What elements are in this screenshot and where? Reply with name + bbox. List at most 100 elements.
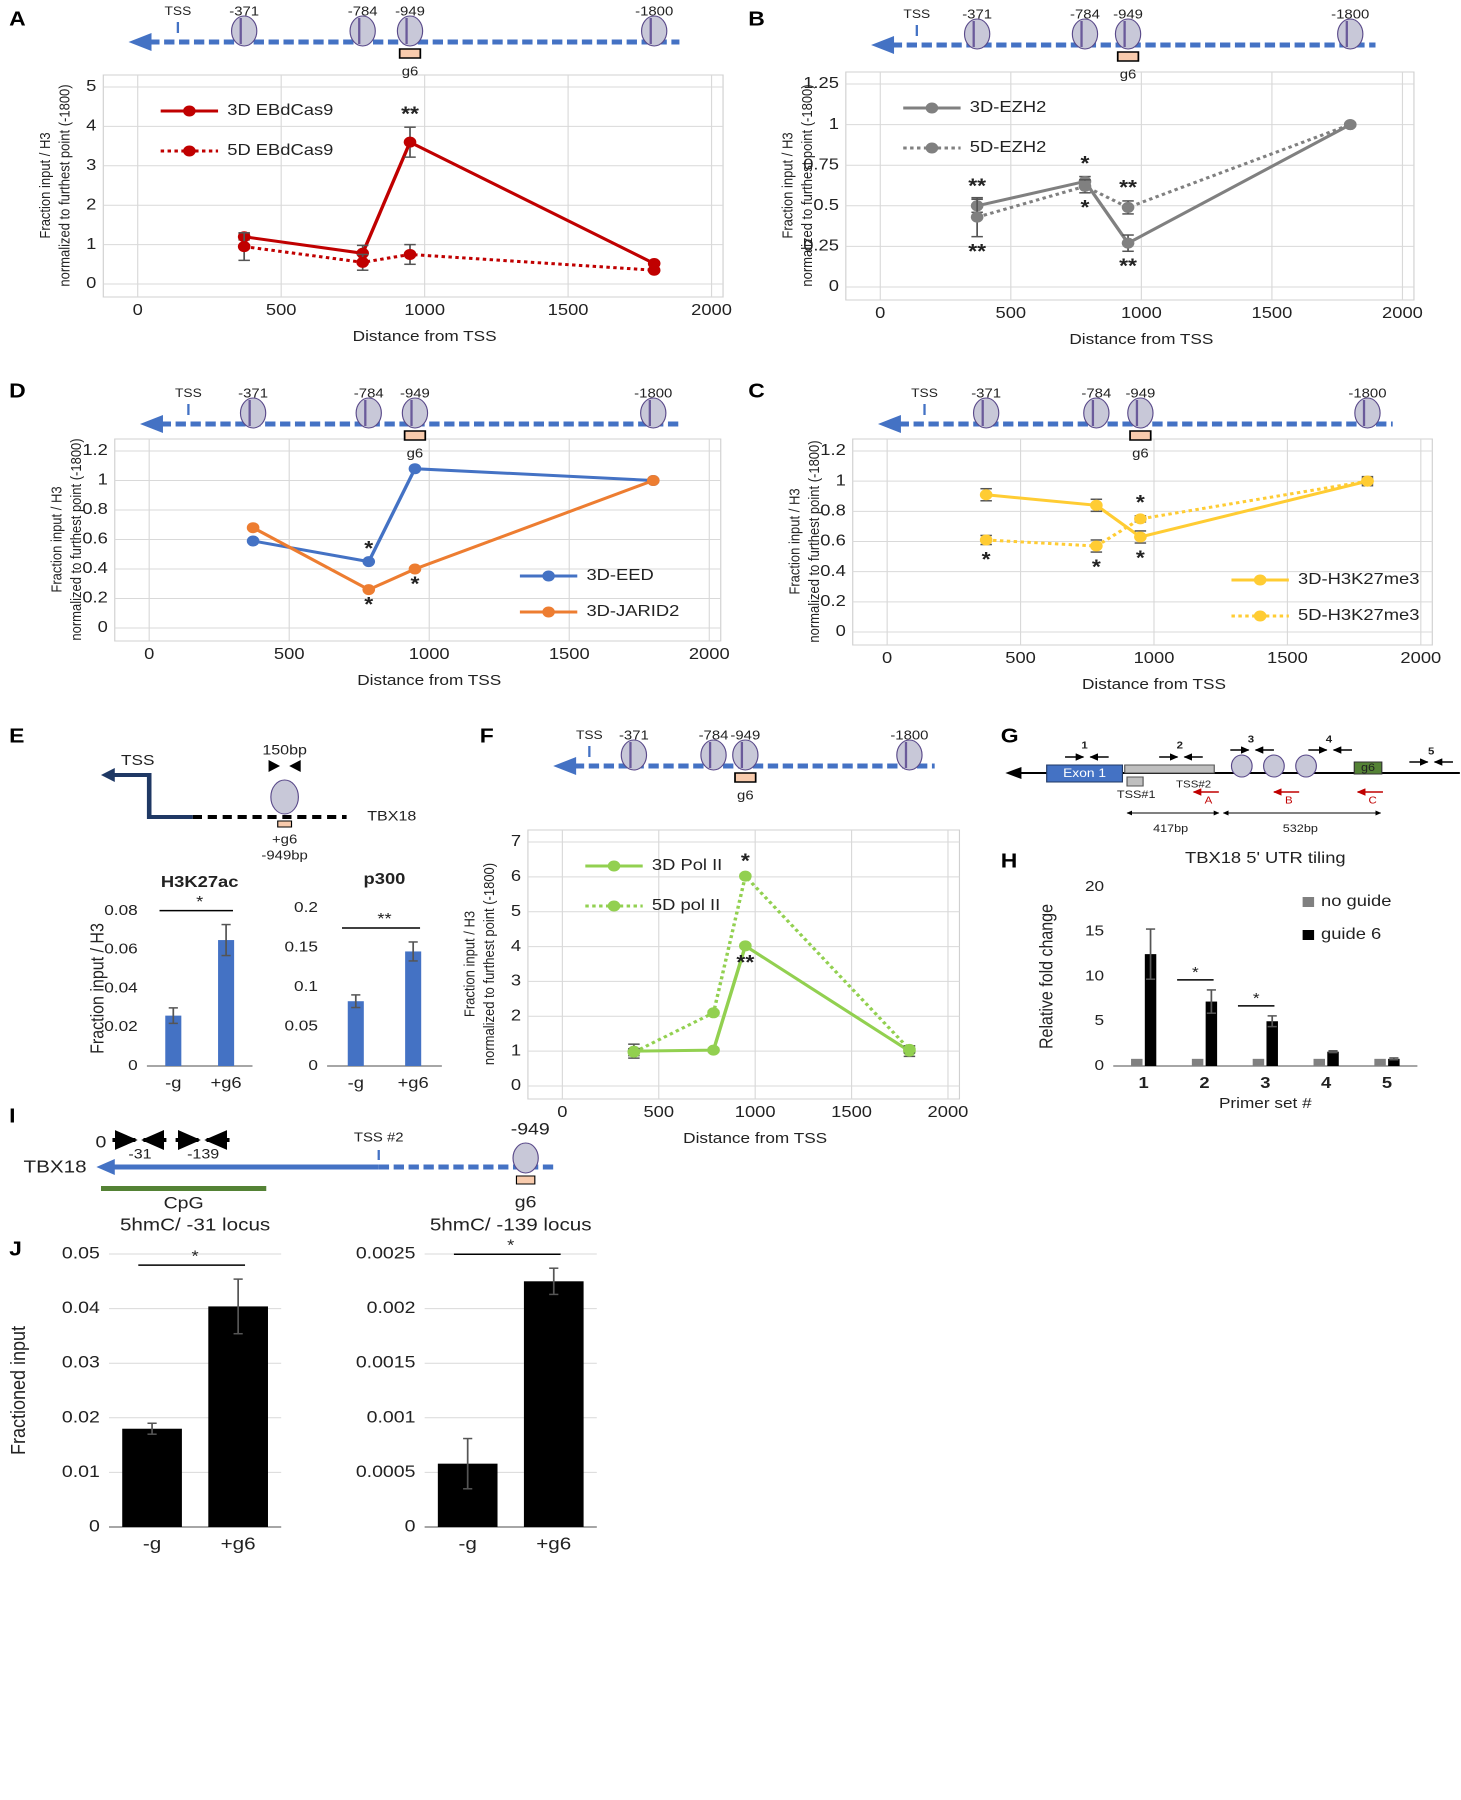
significance: *	[364, 537, 374, 559]
primer-label: 1	[1081, 740, 1087, 751]
chart-title: 5hmC/ -139 locus	[430, 1215, 592, 1235]
y-tick-label: 0.8	[820, 501, 846, 520]
panel-letter: E	[9, 725, 24, 747]
chart-title: H3K27ac	[161, 872, 239, 891]
guide-box	[1353, 761, 1383, 775]
site-label: -371	[619, 727, 649, 742]
nucleosome	[230, 15, 258, 47]
plot-frame	[845, 71, 1415, 301]
data-point	[1134, 531, 1147, 543]
x-tick-label: 1500	[548, 300, 589, 319]
nucleosome	[640, 397, 667, 429]
y-tick-label: 3	[86, 155, 96, 174]
reverse-primer-label: B	[1285, 795, 1293, 806]
significance: *	[1092, 556, 1102, 578]
bar	[1374, 1058, 1386, 1066]
position-label: -949bp	[261, 847, 308, 862]
data-point	[903, 1043, 916, 1055]
guide-label: g6	[1120, 66, 1137, 81]
reverse-primer-label: A	[1205, 795, 1214, 806]
legend-marker	[183, 105, 196, 117]
x-tick-label: 500	[1005, 648, 1036, 667]
y-tick-label: 0.04	[104, 979, 137, 996]
significance: **	[401, 103, 420, 125]
nucleosome	[1230, 754, 1253, 778]
arrow-head	[100, 768, 115, 782]
y-tick-label: 0.001	[367, 1406, 416, 1426]
arrow-head	[140, 415, 163, 433]
y-tick-label: 0.75	[803, 155, 839, 174]
y-tick-label: 0.4	[820, 561, 846, 580]
legend-label: no guide	[1321, 891, 1391, 910]
y-tick-label: 1	[98, 470, 108, 489]
data-point	[246, 535, 260, 547]
panel-letter: I	[9, 1105, 15, 1127]
legend-marker	[1253, 610, 1267, 622]
y-tick-label: 0.4	[82, 558, 108, 577]
bar	[122, 1428, 182, 1527]
significance: *	[410, 573, 420, 595]
data-point	[403, 248, 417, 260]
x-tick-label: 1500	[549, 644, 590, 663]
x-tick-label: 2000	[1400, 648, 1441, 667]
nucleosome	[270, 779, 299, 815]
data-point	[356, 247, 369, 259]
distance-label: 532bp	[1283, 822, 1319, 835]
guide-label: g6	[407, 445, 424, 460]
legend-marker	[607, 900, 621, 912]
y-axis-label: normalized to furthest point (-1800)	[480, 863, 497, 1065]
data-point	[1134, 513, 1147, 525]
primer-label: 4	[1326, 734, 1332, 745]
tss-label: TSS	[903, 7, 930, 21]
x-tick-label: 1000	[409, 644, 450, 663]
panel-letter: D	[9, 380, 26, 402]
x-tick-label: +g6	[211, 1073, 242, 1092]
bar	[165, 1015, 182, 1066]
guide-box	[277, 820, 293, 828]
significance: **	[968, 175, 987, 197]
y-tick-label: 0.02	[104, 1018, 137, 1035]
x-tick-label: 0	[144, 644, 154, 663]
y-tick-label: 3	[511, 971, 521, 990]
y-tick-label: 0.2	[820, 591, 846, 610]
primer-label: 5	[1428, 746, 1434, 757]
y-tick-label: 0	[836, 621, 846, 640]
nucleosome	[355, 397, 382, 429]
y-tick-label: 10	[1085, 967, 1104, 984]
y-tick-label: 0.03	[62, 1352, 100, 1372]
data-point	[356, 256, 369, 268]
exon	[1046, 764, 1124, 783]
y-tick-label: 0.0025	[356, 1243, 416, 1263]
site-label: -784	[348, 3, 378, 18]
x-tick-label: 1500	[1267, 648, 1308, 667]
site-label: -949	[1125, 385, 1155, 400]
significance: *	[364, 593, 374, 615]
significance: **	[1119, 255, 1138, 277]
y-tick-label: 0	[86, 273, 96, 292]
y-tick-label: 0.002	[367, 1297, 416, 1317]
legend-marker	[183, 145, 196, 157]
x-tick-label: 5	[1382, 1073, 1393, 1092]
data-point	[1121, 237, 1135, 249]
significance: *	[1081, 196, 1091, 218]
panel-letter: F	[480, 725, 494, 747]
data-point	[1090, 499, 1103, 511]
tss-label: TSS	[165, 4, 192, 18]
y-tick-label: 0.8	[82, 499, 108, 518]
significance: *	[741, 850, 751, 872]
x-tick-label: -g	[165, 1073, 181, 1092]
y-tick-label: 7	[511, 831, 521, 850]
data-point	[739, 940, 752, 952]
bar	[1144, 954, 1157, 1066]
y-tick-label: 5	[1095, 1012, 1105, 1029]
site-label: -371	[229, 3, 259, 18]
y-tick-label: 1.2	[820, 440, 846, 459]
x-axis-label: Distance from TSS	[683, 1130, 827, 1147]
panel-letter: B	[748, 8, 765, 30]
x-tick-label: 0	[557, 1102, 567, 1121]
y-tick-label: 0	[829, 276, 839, 295]
guide-label: g6	[737, 787, 754, 802]
plot-frame	[527, 829, 961, 1100]
y-axis-label: Fraction input / H3	[461, 911, 478, 1017]
